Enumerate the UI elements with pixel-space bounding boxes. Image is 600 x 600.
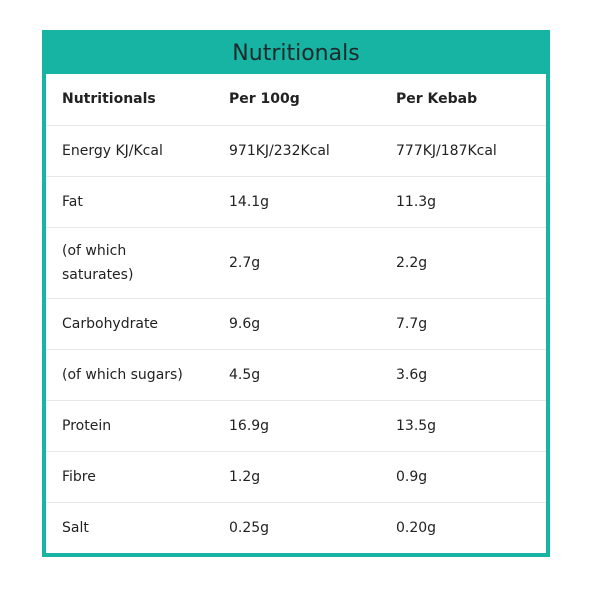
nutrition-panel: Nutritionals Nutritionals Per 100g Per Keb… (42, 30, 550, 557)
table-row: Carbohydrate 9.6g 7.7g (46, 298, 546, 350)
table-cell: 11.3g (380, 176, 546, 228)
table-row: Fibre 1.2g 0.9g (46, 451, 546, 503)
table-row: Protein 16.9g 13.5g (46, 400, 546, 452)
table-cell: 0.9g (380, 451, 546, 503)
table-cell: 4.5g (213, 349, 380, 401)
table-cell: 14.1g (213, 176, 380, 228)
table-cell: 1.2g (213, 451, 380, 503)
table-row: (of which saturates) 2.7g 2.2g (46, 227, 546, 299)
table-cell: 2.2g (380, 227, 546, 299)
table-cell: 13.5g (380, 400, 546, 452)
table-cell: Fat (46, 176, 213, 228)
table-cell: Salt (62, 519, 89, 536)
table-cell: Energy KJ/Kcal (46, 125, 213, 177)
table-row: Energy KJ/Kcal 971KJ/232Kcal 777KJ/187Kcal (46, 125, 546, 177)
table-cell: 0.25g (229, 519, 270, 536)
table-cell: 3.6g (380, 349, 546, 401)
panel-title: Nutritionals (46, 34, 546, 74)
header-row: Nutritionals Per 100g Per Kebab (46, 74, 546, 126)
table-cell: 0.20g (396, 519, 437, 536)
table-cell: (of which saturates) (46, 227, 213, 299)
table-cell: 16.9g (213, 400, 380, 452)
table-cell: 7.7g (380, 298, 546, 350)
table-cell: 971KJ/232Kcal (213, 125, 380, 177)
table-cell: 2.7g (213, 227, 380, 299)
table-cell: 9.6g (213, 298, 380, 350)
table-cell: (of which sugars) (46, 349, 213, 401)
nutrition-table: Nutritionals Per 100g Per Kebab Energy KJ/K… (46, 74, 546, 553)
table-cell: Protein (46, 400, 213, 452)
table-row: (of which sugars) 4.5g 3.6g (46, 349, 546, 401)
header-cell: Per Kebab (380, 74, 546, 126)
table-row: Salt 0.25g 0.20g (46, 502, 546, 553)
table-cell: Fibre (46, 451, 213, 503)
table-cell: 777KJ/187Kcal (380, 125, 546, 177)
table-cell: Carbohydrate (46, 298, 213, 350)
header-cell: Nutritionals (46, 74, 213, 126)
header-cell: Per 100g (213, 74, 380, 126)
table-row: Fat 14.1g 11.3g (46, 176, 546, 228)
